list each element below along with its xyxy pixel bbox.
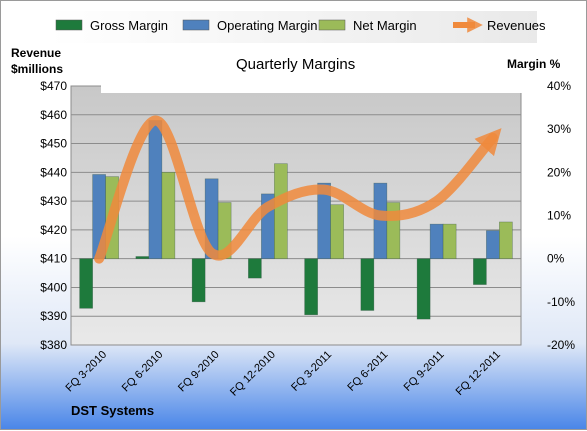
right-tick-label: 20% (547, 165, 571, 179)
left-tick-label: $470 (40, 79, 67, 93)
bar-gross-margin (79, 258, 93, 309)
revenue-line-group (94, 115, 502, 264)
plot-area (70, 85, 522, 346)
right-tick-label: 30% (547, 122, 571, 136)
right-axis-label: Margin % (507, 57, 561, 71)
left-axis-ticks: $380 $390 $400 $410 $420 $430 $440 $450 $460 $470 (40, 79, 67, 352)
bar-operating-margin (148, 120, 163, 259)
left-tick-label: $430 (40, 194, 67, 208)
legend: Gross Margin Operating Margin Net Margin Re… (49, 11, 546, 43)
right-tick-label: 10% (547, 209, 571, 223)
chart-title: Quarterly Margins (236, 56, 355, 73)
legend-swatch-operating-margin (182, 19, 210, 31)
x-tick-label: FQ 9-2010 (176, 349, 222, 395)
bar-net-margin (442, 223, 457, 259)
left-tick-label: $420 (40, 223, 67, 237)
left-tick-label: $380 (40, 338, 67, 352)
left-tick-label: $400 (40, 280, 67, 294)
legend-swatch-net-margin (318, 19, 346, 31)
left-axis-label-line1: Revenue (11, 46, 61, 60)
bar-net-margin (499, 221, 513, 259)
bar-net-margin (161, 172, 176, 259)
right-tick-label: 40% (547, 79, 571, 93)
x-axis-ticks: FQ 3-2010 FQ 6-2010 FQ 9-2010 FQ 12-2010 FQ … (64, 349, 503, 399)
bars-group (79, 120, 513, 320)
left-tick-label: $410 (40, 252, 67, 266)
x-tick-label: FQ 3-2010 (64, 349, 110, 395)
left-tick-label: $450 (40, 137, 67, 151)
bar-gross-margin (248, 258, 262, 279)
bar-operating-margin (373, 182, 388, 259)
left-axis-label-line2: $millions (11, 62, 63, 76)
footer-company: DST Systems (71, 403, 154, 418)
bar-gross-margin (473, 258, 487, 285)
bar-net-margin (330, 204, 344, 259)
revenue-line (94, 115, 502, 264)
left-tick-label: $390 (40, 309, 67, 323)
bar-gross-margin (416, 258, 431, 320)
left-tick-label: $440 (40, 165, 67, 179)
x-tick-label: FQ 6-2010 (120, 349, 166, 395)
legend-label: Gross Margin (90, 18, 168, 33)
bar-net-margin (274, 163, 288, 259)
x-tick-label: FQ 12-2010 (228, 349, 278, 399)
bar-operating-margin (486, 230, 500, 259)
legend-label: Revenues (487, 18, 546, 33)
x-tick-label: FQ 9-2011 (402, 349, 447, 394)
bar-gross-margin (135, 256, 150, 259)
legend-swatch-gross-margin (55, 19, 83, 31)
x-tick-label: FQ 3-2011 (289, 349, 334, 394)
bar-operating-margin (429, 223, 444, 259)
legend-label: Operating Margin (217, 18, 317, 33)
x-tick-label: FQ 6-2011 (345, 349, 390, 394)
left-tick-label: $460 (40, 108, 67, 122)
bar-gross-margin (304, 258, 318, 316)
right-axis-ticks: -20% -10% 0% 10% 20% 30% 40% (547, 79, 575, 352)
x-tick-label: FQ 12-2011 (454, 349, 503, 398)
right-tick-label: -20% (547, 338, 575, 352)
bar-gross-margin (191, 258, 206, 303)
right-tick-label: -10% (547, 295, 575, 309)
legend-label: Net Margin (353, 18, 417, 33)
right-tick-label: 0% (547, 252, 565, 266)
bar-gross-margin (360, 258, 375, 311)
